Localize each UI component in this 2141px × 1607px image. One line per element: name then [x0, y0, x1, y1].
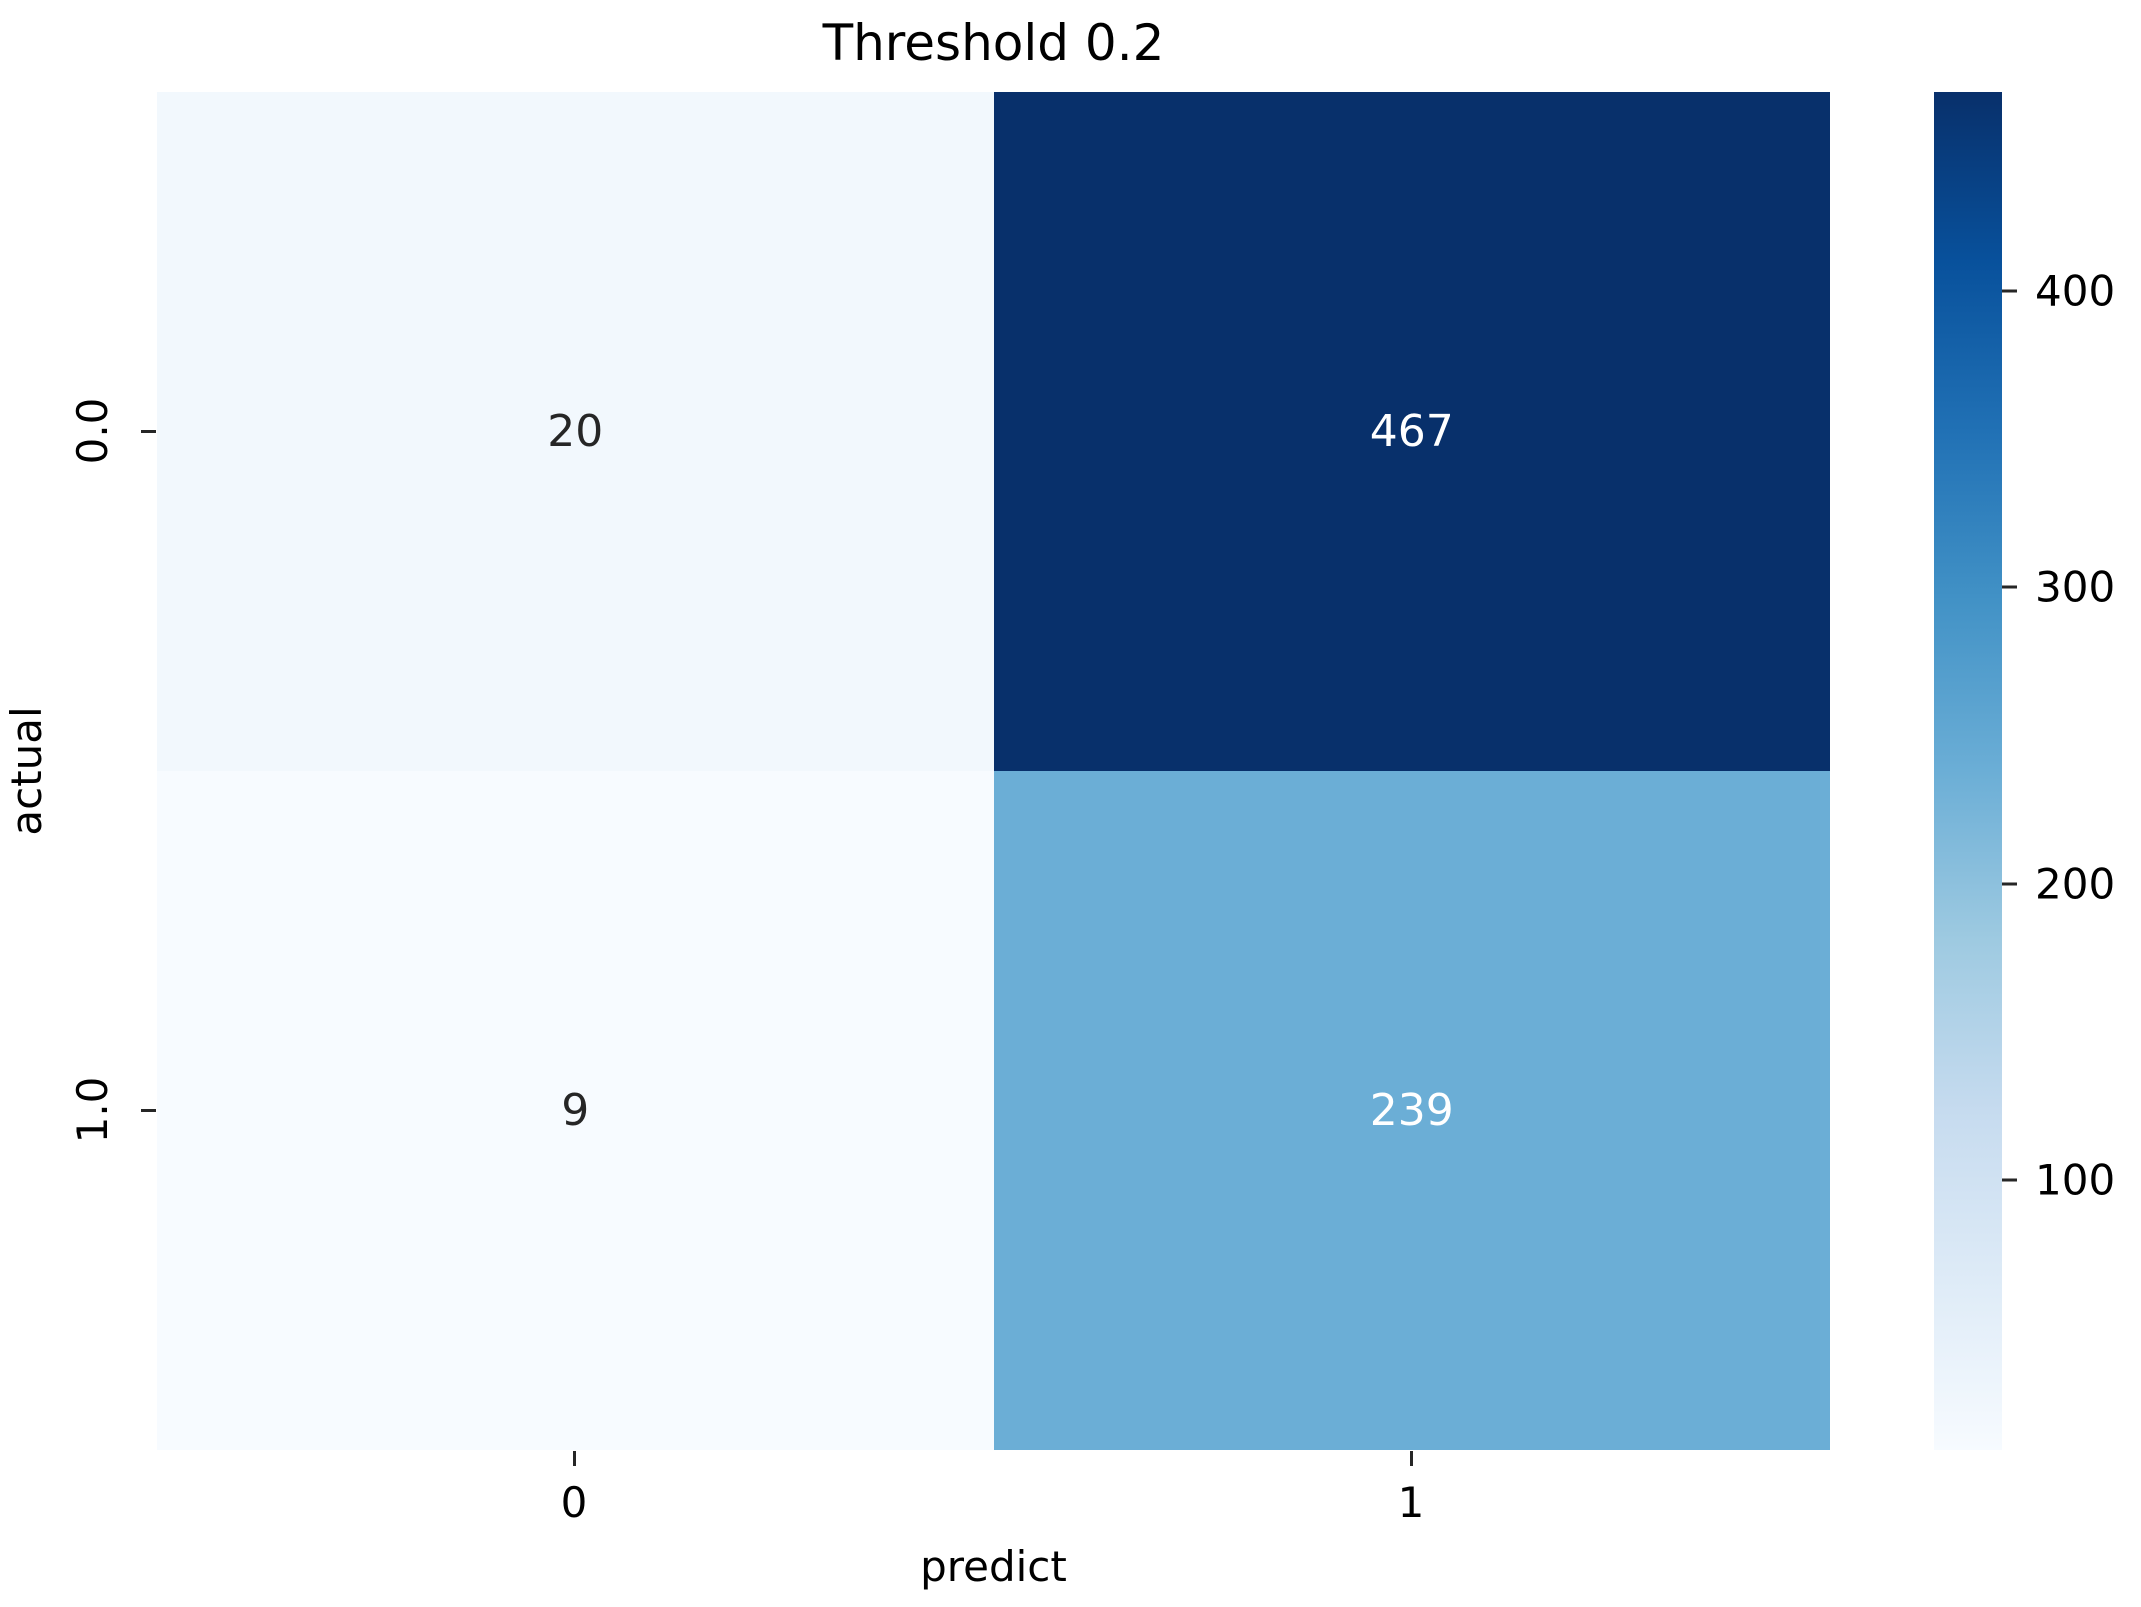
x-tick-label-0: 0: [560, 1478, 588, 1527]
cell-value: 239: [1369, 1085, 1454, 1136]
colorbar-tick-300: 300: [2002, 563, 2115, 612]
cell-value: 467: [1369, 406, 1454, 457]
y-tick-mark-1: [141, 1109, 156, 1112]
colorbar-tick-label: 100: [2035, 1155, 2116, 1205]
colorbar-tick-400: 400: [2002, 266, 2115, 315]
colorbar-tick-mark: [2002, 882, 2017, 886]
x-tick-label-1: 1: [1397, 1478, 1425, 1527]
cell-value: 9: [561, 1085, 590, 1136]
y-tick-mark-0: [141, 430, 156, 433]
heatmap-cell-actual1-predict1: 239: [993, 771, 1830, 1450]
y-tick-label-1: 1.0: [67, 1076, 117, 1144]
heatmap-cell-actual1-predict0: 9: [157, 771, 994, 1450]
colorbar-tick-mark: [2002, 1178, 2017, 1182]
colorbar-tick-label: 200: [2035, 859, 2116, 909]
colorbar-tick-200: 200: [2002, 859, 2115, 908]
y-tick-label-0: 0.0: [67, 397, 117, 465]
heatmap-grid: 20 467 9 239: [157, 92, 1830, 1450]
colorbar-tick-label: 400: [2035, 266, 2116, 316]
colorbar-tick-100: 100: [2002, 1156, 2115, 1205]
cell-value: 20: [547, 406, 604, 457]
colorbar-tick-mark: [2002, 289, 2017, 293]
x-tick-mark-0: [573, 1451, 576, 1466]
y-axis-label: actual: [1, 706, 51, 836]
colorbar-tick-mark: [2002, 585, 2017, 589]
x-tick-mark-1: [1410, 1451, 1413, 1466]
colorbar-tick-label: 300: [2035, 562, 2116, 612]
heatmap-cell-actual0-predict0: 20: [157, 92, 994, 771]
chart-title: Threshold 0.2: [822, 14, 1165, 72]
heatmap-cell-actual0-predict1: 467: [993, 92, 1830, 771]
x-axis-label: predict: [920, 1542, 1067, 1591]
colorbar: [1934, 92, 2002, 1450]
